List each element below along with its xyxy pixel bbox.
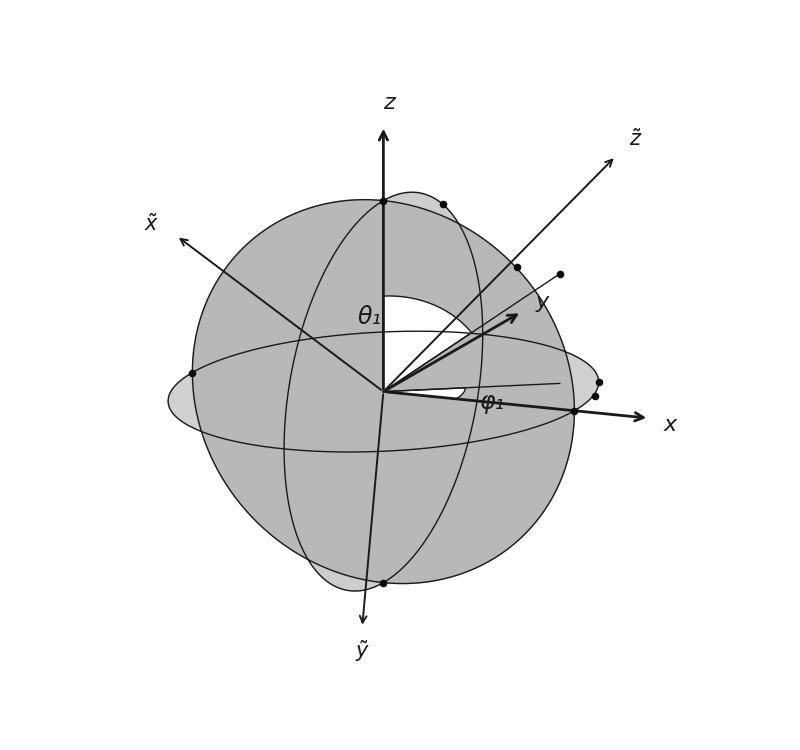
Point bbox=[377, 194, 390, 206]
Polygon shape bbox=[193, 200, 574, 584]
Text: $\tilde{z}$: $\tilde{z}$ bbox=[629, 129, 642, 151]
Polygon shape bbox=[383, 388, 465, 399]
Point bbox=[510, 262, 523, 274]
Text: $\tilde{x}$: $\tilde{x}$ bbox=[144, 213, 159, 236]
Text: $x$: $x$ bbox=[662, 415, 678, 435]
Point bbox=[437, 199, 450, 211]
Text: $\tilde{y}$: $\tilde{y}$ bbox=[354, 638, 370, 664]
Polygon shape bbox=[168, 332, 598, 452]
Point bbox=[592, 376, 605, 388]
Point bbox=[589, 390, 602, 402]
Point bbox=[186, 367, 198, 379]
Text: φ₁: φ₁ bbox=[480, 391, 505, 415]
Point bbox=[568, 405, 581, 417]
Polygon shape bbox=[284, 192, 482, 591]
Point bbox=[377, 577, 390, 589]
Polygon shape bbox=[383, 296, 471, 392]
Text: $z$: $z$ bbox=[383, 92, 397, 112]
Text: θ₁: θ₁ bbox=[358, 304, 382, 328]
Text: $y$: $y$ bbox=[535, 293, 551, 314]
Point bbox=[554, 268, 566, 280]
